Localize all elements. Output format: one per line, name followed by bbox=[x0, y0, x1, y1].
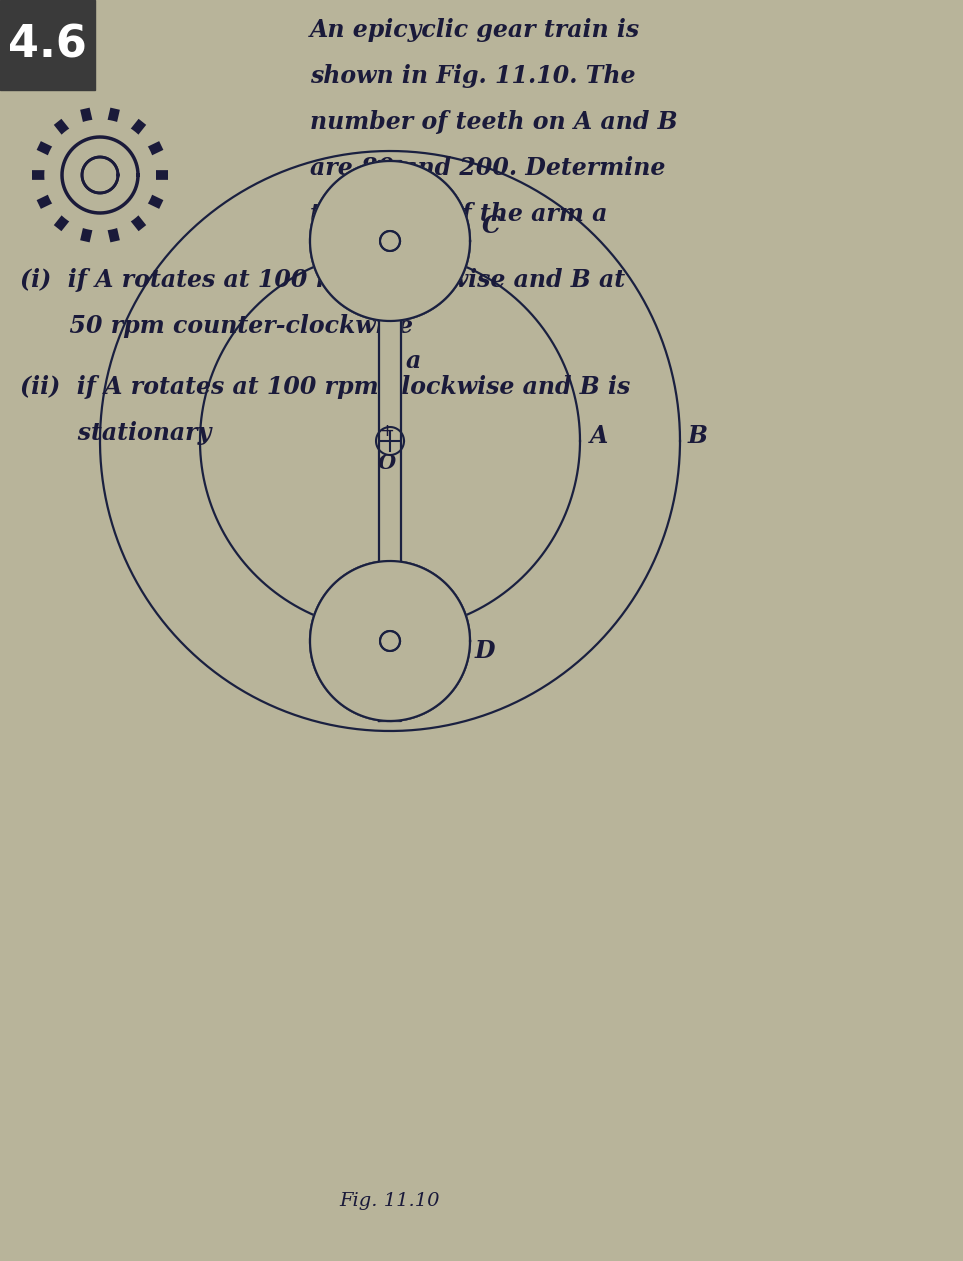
Polygon shape bbox=[379, 161, 401, 721]
Text: (ii)  if A rotates at 100 rpm clockwise and B is: (ii) if A rotates at 100 rpm clockwise a… bbox=[20, 375, 630, 398]
Text: B: B bbox=[688, 424, 708, 448]
Polygon shape bbox=[310, 161, 470, 322]
Polygon shape bbox=[310, 561, 470, 721]
Polygon shape bbox=[380, 231, 400, 251]
Text: C: C bbox=[482, 214, 501, 238]
Text: stationary: stationary bbox=[20, 421, 211, 445]
Text: 50 rpm counter-clockwise: 50 rpm counter-clockwise bbox=[20, 314, 413, 338]
Polygon shape bbox=[380, 630, 400, 651]
Text: shown in Fig. 11.10. The: shown in Fig. 11.10. The bbox=[310, 64, 636, 88]
Text: 4.6: 4.6 bbox=[8, 24, 87, 67]
Polygon shape bbox=[380, 231, 400, 251]
Text: a: a bbox=[406, 349, 421, 373]
Text: O: O bbox=[377, 453, 396, 473]
Text: (i)  if A rotates at 100 rpm clockwise and B at: (i) if A rotates at 100 rpm clockwise an… bbox=[20, 269, 625, 293]
Polygon shape bbox=[380, 630, 400, 651]
Text: the speed of the arm a: the speed of the arm a bbox=[310, 202, 608, 226]
Text: An epicyclic gear train is: An epicyclic gear train is bbox=[310, 18, 640, 42]
Text: are 80 and 200. Determine: are 80 and 200. Determine bbox=[310, 156, 665, 180]
Text: Fig. 11.10: Fig. 11.10 bbox=[340, 1192, 440, 1211]
Polygon shape bbox=[310, 561, 470, 721]
Text: A: A bbox=[590, 424, 609, 448]
Polygon shape bbox=[310, 161, 470, 322]
Text: number of teeth on A and B: number of teeth on A and B bbox=[310, 110, 678, 134]
Bar bbox=[0, 0, 95, 90]
Polygon shape bbox=[82, 158, 118, 193]
Text: D: D bbox=[475, 639, 496, 663]
Text: +: + bbox=[379, 422, 395, 440]
